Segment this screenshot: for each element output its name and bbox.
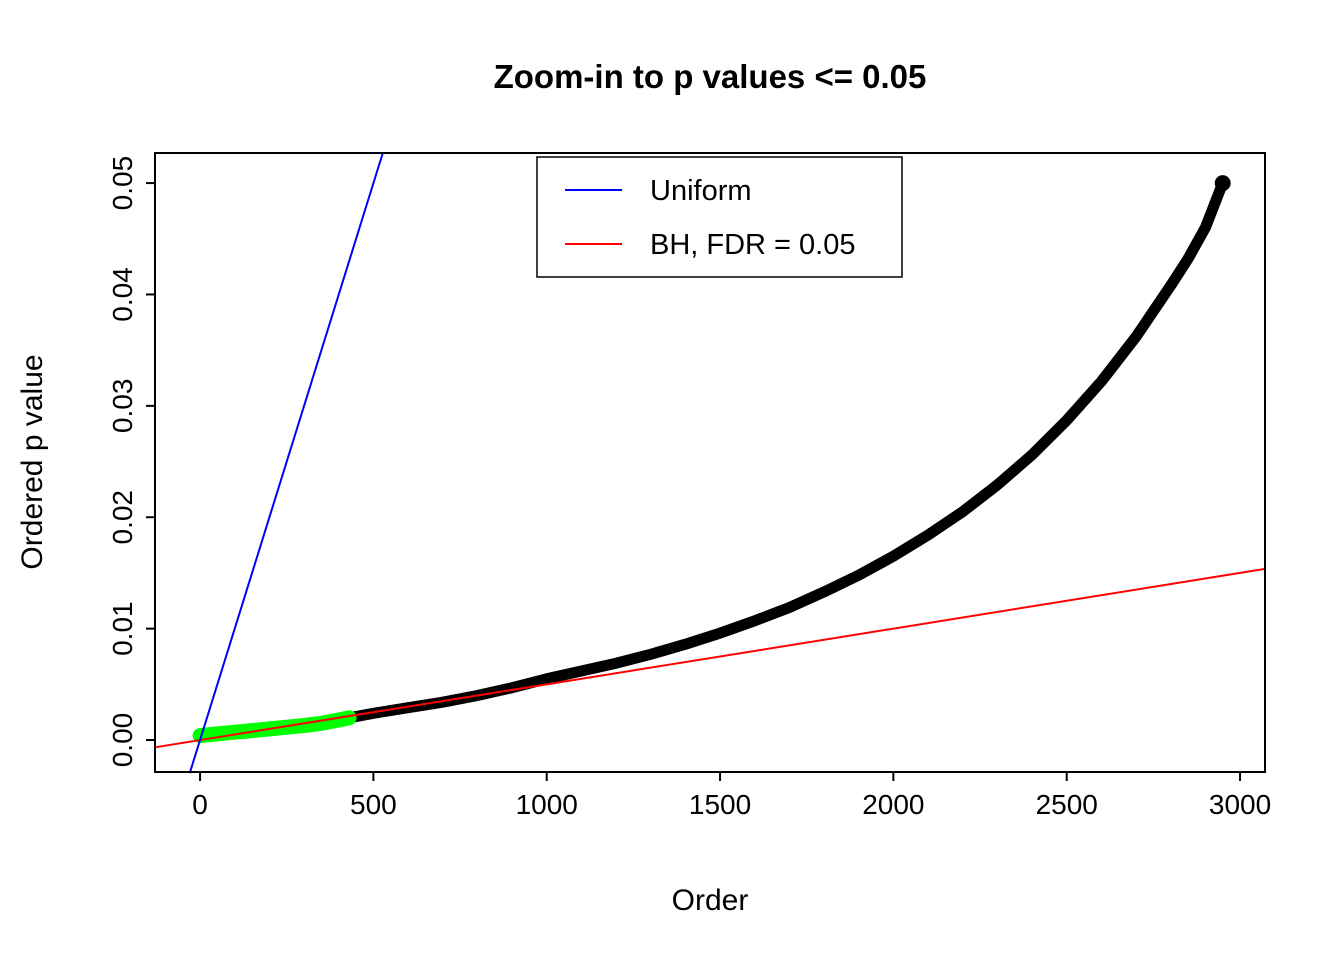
x-axis-label: Order [672, 884, 749, 917]
y-tick-label: 0.00 [107, 713, 138, 768]
uniform-line-series [189, 152, 384, 774]
axis-ticks: 0 500 1000 1500 2000 2500 3000 0.00 0.01 0.02 0.03… [107, 156, 1271, 820]
x-tick-label: 1500 [689, 789, 751, 820]
chart-title: Zoom-in to p values <= 0.05 [494, 58, 927, 95]
x-tick-label: 0 [192, 789, 208, 820]
legend-label-uniform: Uniform [650, 175, 752, 207]
legend-label-bh: BH, FDR = 0.05 [650, 229, 856, 261]
y-tick-label: 0.03 [107, 379, 138, 434]
series-layer [154, 152, 1266, 774]
x-tick-label: 3000 [1209, 789, 1271, 820]
bh-fdr-line-series [154, 567, 1266, 749]
ordered-p-values-end-dot [1214, 175, 1231, 192]
y-tick-label: 0.04 [107, 267, 138, 322]
x-tick-label: 2000 [862, 789, 924, 820]
y-tick-label: 0.05 [107, 156, 138, 211]
legend: Uniform BH, FDR = 0.05 [536, 156, 903, 278]
x-tick-label: 500 [350, 789, 397, 820]
x-tick-label: 1000 [516, 789, 578, 820]
y-axis-label: Ordered p value [16, 354, 49, 569]
y-tick-label: 0.02 [107, 490, 138, 545]
x-tick-label: 2500 [1036, 789, 1098, 820]
plot-border [154, 152, 1266, 773]
legend-box [536, 156, 903, 278]
y-tick-label: 0.01 [107, 601, 138, 656]
